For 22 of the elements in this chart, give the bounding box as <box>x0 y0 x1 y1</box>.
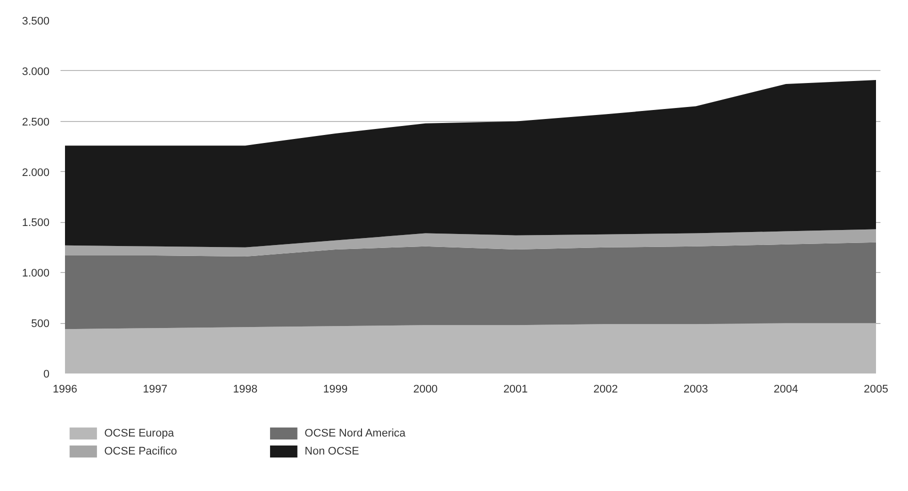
x-tick-label: 1996 <box>52 384 78 396</box>
legend-label: OCSE Nord America <box>304 428 406 440</box>
x-tick-label: 2005 <box>864 384 888 396</box>
x-tick-label: 1999 <box>323 384 348 396</box>
y-tick-label: 2.000 <box>22 166 50 179</box>
y-tick-label: 3.500 <box>22 16 50 28</box>
x-tick-label: 2004 <box>774 384 798 396</box>
x-tick-label: 2001 <box>503 384 528 396</box>
y-tick-label: 1.000 <box>22 268 50 280</box>
legend-label: OCSE Pacifico <box>104 446 177 458</box>
y-tick-label: 500 <box>31 318 50 330</box>
y-tick-label: 2.500 <box>22 116 50 128</box>
x-tick-label: 2000 <box>413 384 438 396</box>
x-tick-label: 2002 <box>593 384 618 396</box>
y-tick-label: 1.500 <box>22 217 50 230</box>
legend-label: Non OCSE <box>304 446 360 458</box>
legend-label: OCSE Europa <box>104 428 175 440</box>
x-tick-label: 2003 <box>684 384 708 396</box>
y-tick-label: 3.000 <box>22 66 50 78</box>
x-tick-label: 1997 <box>142 384 168 396</box>
x-tick-label: 1998 <box>232 384 258 396</box>
y-tick-label: 0 <box>43 368 50 380</box>
